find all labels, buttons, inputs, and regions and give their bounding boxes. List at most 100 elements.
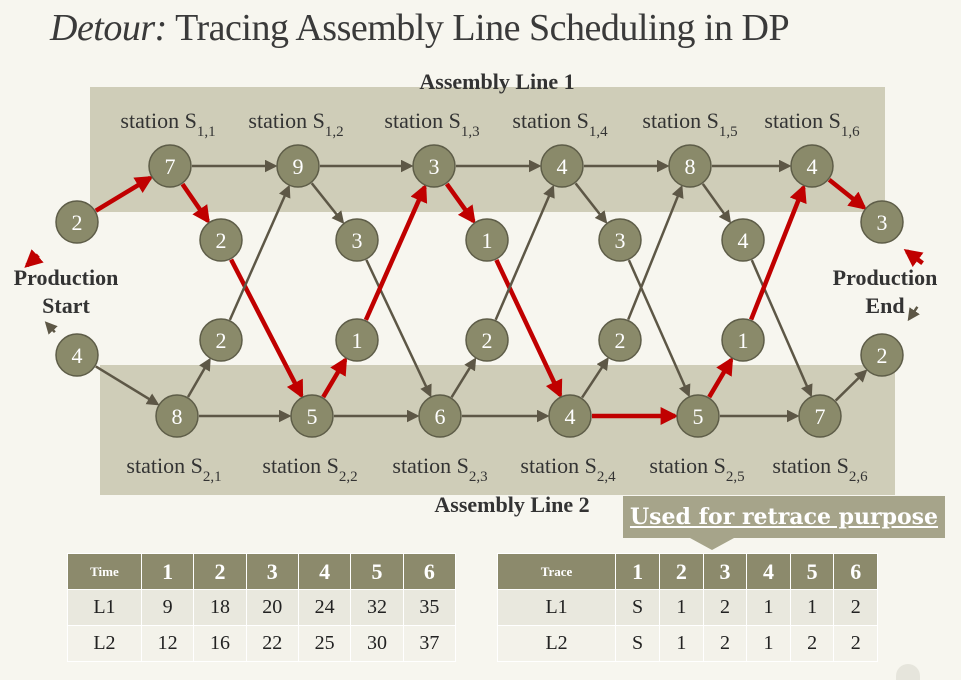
- time-col-6: 6: [402, 553, 457, 590]
- station-s1-5-circle: [668, 144, 712, 188]
- entry-line2: 4: [55, 333, 99, 377]
- edge-transfer-s15: [627, 185, 684, 321]
- slide-title: Detour: Tracing Assembly Line Scheduling…: [50, 6, 790, 50]
- station-s2-6: 7: [798, 394, 842, 438]
- station-s2-5-circle: [676, 394, 720, 438]
- exit-line2: 2: [860, 333, 904, 377]
- trace-col-6: 6: [833, 553, 878, 590]
- station-s1-5: 8: [668, 144, 712, 188]
- time-cell: 24: [297, 589, 352, 626]
- time-col-2: 2: [193, 553, 247, 590]
- trace-col-2: 2: [659, 553, 704, 590]
- time-col-1: 1: [140, 553, 195, 590]
- retrace-callout-pointer: [690, 538, 734, 550]
- production-end-label-line-2: End: [865, 293, 904, 318]
- transfer-1to2-1-circle: [199, 218, 243, 262]
- station-s1-4-circle: [540, 144, 584, 188]
- station-s2-3-value: 6: [435, 404, 446, 429]
- transfer-1to2-5: 4: [721, 218, 765, 262]
- slide-nav-icon[interactable]: [896, 664, 920, 680]
- edge-s23-transfer: [450, 357, 477, 398]
- production-start-label-line-1: Production: [14, 265, 119, 290]
- trace-cell: 2: [833, 589, 878, 626]
- trace-cell: 1: [659, 589, 704, 626]
- station-s2-2: 5: [290, 394, 334, 438]
- time-cell: 9: [140, 589, 195, 626]
- transfer-1to2-3-circle: [465, 218, 509, 262]
- edge-s21-transfer: [186, 357, 211, 398]
- trace-col-4: 4: [746, 553, 791, 590]
- edges-layer: [24, 159, 924, 425]
- transfer-1to2-2-value: 3: [352, 228, 363, 253]
- edge-s12-transfer: [310, 182, 345, 224]
- station-s1-5-value: 8: [685, 154, 696, 179]
- trace-col-1: 1: [615, 553, 661, 590]
- trace-cell: 1: [659, 625, 704, 662]
- station-s2-3: 6: [418, 394, 462, 438]
- station-s2-2-circle: [290, 394, 334, 438]
- transfer-1to2-2: 3: [335, 218, 379, 262]
- station-s2-1-value: 8: [172, 404, 183, 429]
- time-cell: 30: [350, 625, 404, 662]
- time-cell: 35: [402, 589, 457, 626]
- trace-row-label: L1: [496, 589, 617, 626]
- edge-s26-exit: [834, 369, 868, 402]
- transfer-2to1-4-value: 2: [615, 328, 626, 353]
- station-s2-1: 8: [155, 394, 199, 438]
- transfer-1to2-1-value: 2: [216, 228, 227, 253]
- station-s1-3-value: 3: [429, 154, 440, 179]
- production-end-label-line-1: Production: [833, 265, 938, 290]
- station-s2-1-circle: [155, 394, 199, 438]
- station-s1-2-circle: [276, 144, 320, 188]
- line2-label: Assembly Line 2: [434, 492, 589, 517]
- line2-band: [100, 365, 895, 495]
- edge-s24-transfer: [581, 357, 609, 399]
- edge-s13-transfer: [444, 182, 476, 225]
- edge-entry-s11: [94, 175, 154, 213]
- trace-cell: 2: [789, 625, 835, 662]
- transfer-2to1-4: 2: [598, 318, 642, 362]
- trace-col-3: 3: [702, 553, 748, 590]
- time-cell: 12: [140, 625, 195, 662]
- station-s2-5-value: 5: [693, 404, 704, 429]
- transfer-1to2-1: 2: [199, 218, 243, 262]
- entry-line1-circle: [55, 200, 99, 244]
- trace-cell: 2: [702, 625, 748, 662]
- transfer-2to1-1: 2: [199, 318, 243, 362]
- edge-end-line2: [907, 306, 920, 322]
- trace-cell: 2: [833, 625, 878, 662]
- edge-transfer-s14: [494, 184, 555, 321]
- entry-line2-value: 4: [72, 343, 83, 368]
- station-s1-1-value: 7: [165, 154, 176, 179]
- station-s1-4: 4: [540, 144, 584, 188]
- transfer-1to2-3-value: 1: [482, 228, 493, 253]
- transfer-2to1-3-value: 2: [482, 328, 493, 353]
- trace-cell: 1: [746, 589, 791, 626]
- transfer-2to1-5-value: 1: [738, 328, 749, 353]
- trace-table: Trace 1 2 3 4 5 6 L1 S 1 2 1 1 2 L2 S 1 …: [496, 553, 878, 662]
- edge-transfer-s24: [494, 258, 563, 399]
- transfer-1to2-2-circle: [335, 218, 379, 262]
- exit-line2-value: 2: [877, 343, 888, 368]
- edge-s15-transfer: [701, 183, 732, 224]
- time-row-label: L1: [67, 589, 142, 626]
- edge-s16-exit: [827, 177, 867, 210]
- exit-line1-value: 3: [877, 210, 888, 235]
- time-col-3: 3: [245, 553, 299, 590]
- station-s2-4-circle: [548, 394, 592, 438]
- edge-end-line1: [903, 249, 924, 268]
- station-s1-4-value: 4: [557, 154, 568, 179]
- transfer-1to2-5-value: 4: [738, 228, 749, 253]
- time-cell: 32: [350, 589, 404, 626]
- trace-row-l2: L2 S 1 2 1 2 2: [496, 625, 878, 662]
- transfer-2to1-4-circle: [598, 318, 642, 362]
- exit-line2-circle: [860, 333, 904, 377]
- station-s2-6-circle: [798, 394, 842, 438]
- trace-row-label: L2: [496, 625, 617, 662]
- trace-table-header: Trace 1 2 3 4 5 6: [496, 553, 878, 590]
- retrace-note: Used for retrace purpose: [629, 504, 939, 530]
- transfer-1to2-4-circle: [598, 218, 642, 262]
- entry-line1: 2: [55, 200, 99, 244]
- edge-start-line1: [24, 249, 44, 268]
